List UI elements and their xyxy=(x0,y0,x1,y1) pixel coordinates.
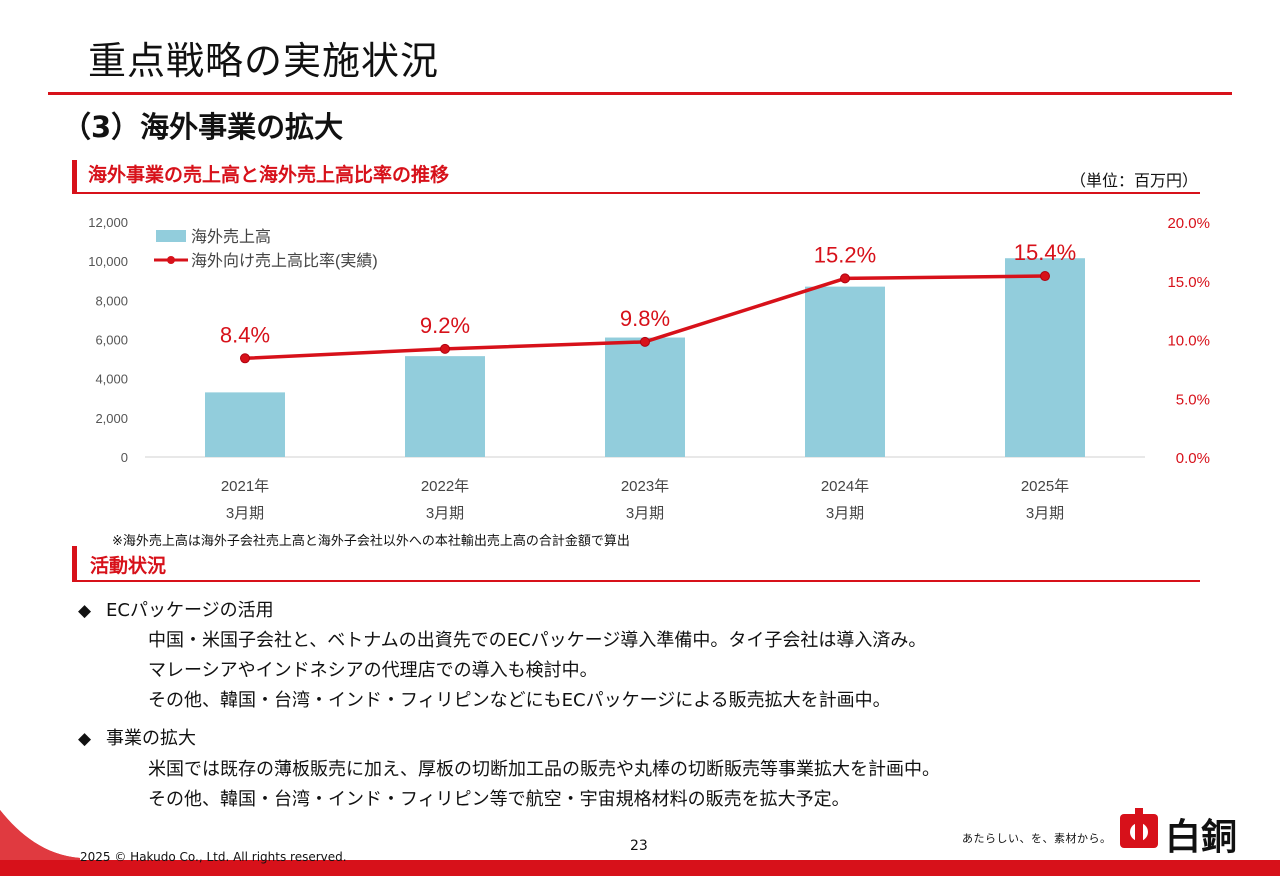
y-left-tick-label: 4,000 xyxy=(95,372,128,387)
activity-heading: 活動状況 xyxy=(90,555,167,577)
x-tick-period-label: 3月期 xyxy=(626,505,664,522)
unit-label: （単位：百万円） xyxy=(1069,171,1198,190)
section-heading: （3）海外事業の拡大 xyxy=(62,110,344,144)
chart-heading-bar xyxy=(72,160,77,194)
y-left-tick-label: 8,000 xyxy=(95,293,128,308)
tagline: あたらしい、を、素材から。 xyxy=(962,832,1112,845)
activity-heading-bar xyxy=(72,546,77,580)
chart-heading: 海外事業の売上高と海外売上高比率の推移 xyxy=(88,164,450,186)
legend-swatch-marker xyxy=(167,256,175,264)
title-divider xyxy=(48,92,1232,95)
logo-text: 白銅 xyxy=(1165,817,1238,858)
diamond-bullet-icon: ◆ xyxy=(78,729,92,749)
ratio-data-label: 9.2% xyxy=(420,313,470,338)
hakudo-logo-icon xyxy=(1120,808,1158,848)
diamond-bullet-icon: ◆ xyxy=(78,601,92,621)
activity-item-ec: ◆ ECパッケージの活用 xyxy=(78,596,274,622)
chart-heading-rule xyxy=(72,192,1200,194)
bar xyxy=(1005,258,1085,457)
x-tick-label: 2024年 xyxy=(821,478,869,495)
activity-item-heading: ECパッケージの活用 xyxy=(106,600,274,621)
x-tick-label: 2021年 xyxy=(221,478,269,495)
y-right-tick-label: 5.0% xyxy=(1176,391,1210,408)
y-left-tick-label: 2,000 xyxy=(95,411,128,426)
y-right-tick-label: 20.0% xyxy=(1167,215,1210,232)
bar xyxy=(605,337,685,457)
ratio-point xyxy=(640,336,650,347)
x-tick-period-label: 3月期 xyxy=(226,505,264,522)
x-tick-period-label: 3月期 xyxy=(826,505,864,522)
ratio-data-label: 9.8% xyxy=(620,306,670,331)
y-right-tick-label: 10.0% xyxy=(1167,333,1210,350)
ratio-point xyxy=(440,343,450,354)
legend-label: 海外向け売上高比率(実績) xyxy=(191,252,378,270)
page-title: 重点戦略の実施状況 xyxy=(88,39,440,83)
activity-item-line: マレーシアやインドネシアの代理店での導入も検討中。 xyxy=(148,660,598,681)
x-tick-label: 2022年 xyxy=(421,478,469,495)
activity-item-expansion: ◆ 事業の拡大 xyxy=(78,724,196,750)
y-left-tick-label: 6,000 xyxy=(95,333,128,348)
line-series: 8.4% 9.2% 9.8% 15.2% 15.4% xyxy=(220,240,1076,364)
y-left-axis: 0 2,000 4,000 6,000 8,000 10,000 12,000 xyxy=(88,215,128,465)
page-number: 23 xyxy=(630,838,648,854)
bar xyxy=(405,356,485,457)
ratio-point xyxy=(240,353,250,364)
y-right-tick-label: 0.0% xyxy=(1176,450,1210,467)
y-left-tick-label: 10,000 xyxy=(88,254,128,269)
y-right-tick-label: 15.0% xyxy=(1167,274,1210,291)
ratio-data-label: 15.2% xyxy=(814,242,876,267)
x-tick-label: 2023年 xyxy=(621,478,669,495)
ratio-data-label: 8.4% xyxy=(220,322,270,347)
activity-item-line: 米国では既存の薄板販売に加え、厚板の切断加工品の販売や丸棒の切断販売等事業拡大を… xyxy=(148,759,940,780)
bar xyxy=(205,392,285,457)
x-tick-period-label: 3月期 xyxy=(426,505,464,522)
footer-swoosh xyxy=(0,810,1280,876)
ratio-data-label: 15.4% xyxy=(1014,240,1076,265)
x-axis: 2021年 3月期 2022年 3月期 2023年 3月期 2024年 3月期 2025年 3月期 xyxy=(221,478,1069,522)
y-right-axis: 0.0% 5.0% 10.0% 15.0% 20.0% xyxy=(1167,215,1210,467)
ratio-point xyxy=(1040,271,1050,282)
x-tick-period-label: 3月期 xyxy=(1026,505,1064,522)
overseas-sales-chart: 0 2,000 4,000 6,000 8,000 10,000 12,000 0.0% 5.… xyxy=(88,215,1210,522)
y-left-tick-label: 0 xyxy=(121,450,128,465)
ratio-point xyxy=(840,273,850,284)
activity-item-line: 中国・米国子会社と、ベトナムの出資先でのECパッケージ導入準備中。タイ子会社は導… xyxy=(148,630,927,651)
activity-item-line: その他、韓国・台湾・インド・フィリピン等で航空・宇宙規格材料の販売を拡大予定。 xyxy=(148,789,850,810)
bar-series xyxy=(205,258,1085,457)
x-tick-label: 2025年 xyxy=(1021,478,1069,495)
legend-swatch-bar xyxy=(156,230,186,242)
y-left-tick-label: 12,000 xyxy=(88,215,128,230)
legend-label: 海外売上高 xyxy=(191,228,271,246)
activity-item-heading: 事業の拡大 xyxy=(106,728,196,749)
chart-footnote: ※海外売上高は海外子会社売上高と海外子会社以外への本社輸出売上高の合計金額で算出 xyxy=(112,534,630,549)
bar xyxy=(805,286,885,457)
copyright: 2025 © Hakudo Co., Ltd. All rights reser… xyxy=(80,850,347,864)
activity-item-line: その他、韓国・台湾・インド・フィリピンなどにもECパッケージによる販売拡大を計画… xyxy=(148,690,891,711)
activity-heading-rule xyxy=(72,580,1200,582)
